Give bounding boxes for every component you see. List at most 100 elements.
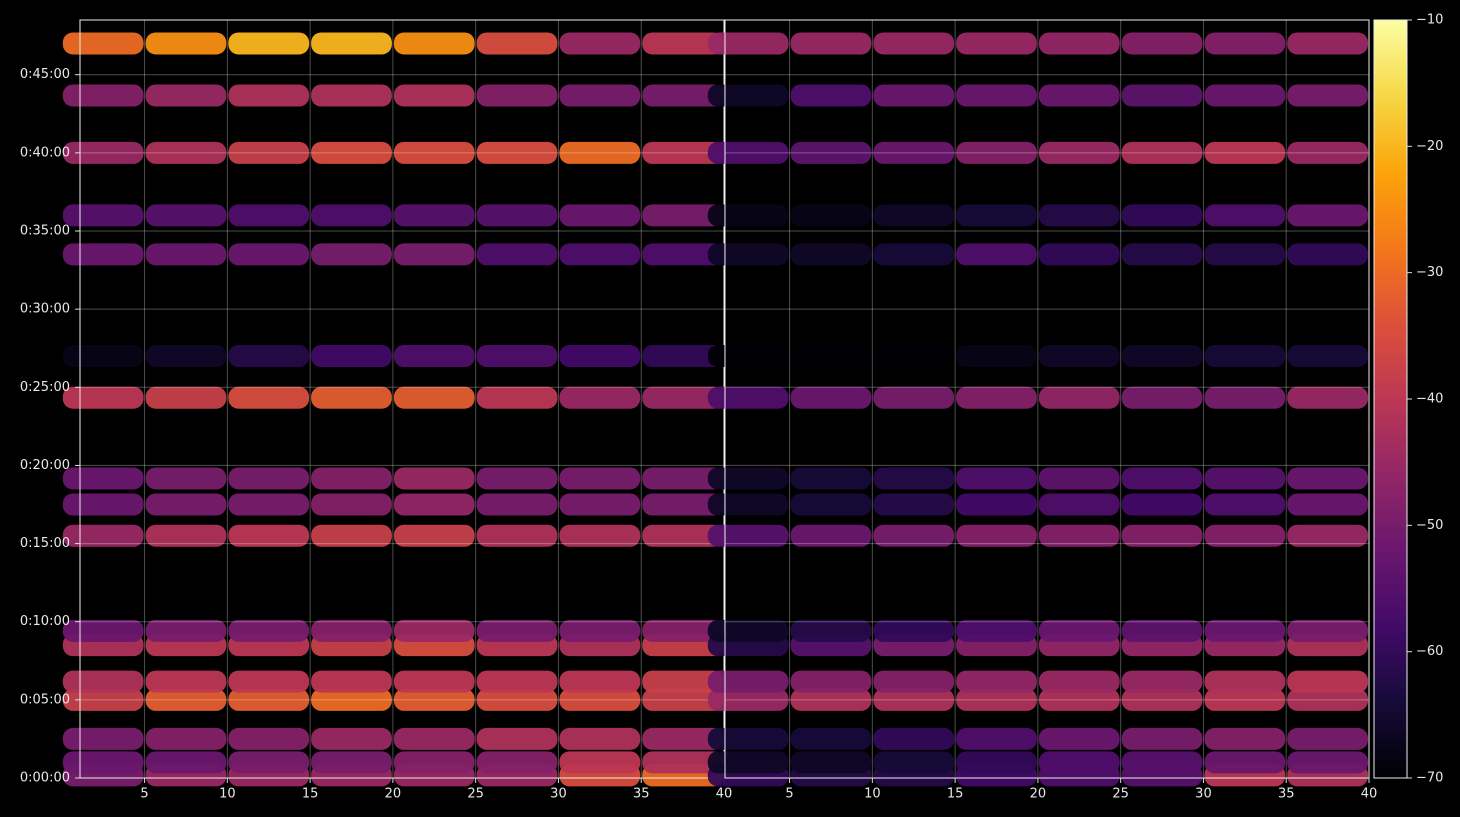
cell: [790, 32, 872, 55]
cell: [311, 493, 392, 516]
cell: [1038, 688, 1120, 711]
cell: [1038, 619, 1120, 642]
cell: [559, 493, 641, 516]
colorbar-tick-label: −60: [1416, 644, 1443, 659]
cell: [790, 204, 872, 227]
cell: [145, 345, 227, 368]
cell: [956, 386, 1037, 409]
cell: [393, 32, 475, 55]
cell: [1121, 727, 1203, 750]
cell: [873, 141, 955, 164]
cell: [956, 493, 1037, 516]
cell: [873, 345, 955, 368]
cell: [311, 345, 392, 368]
cell: [642, 467, 723, 490]
cell: [873, 204, 955, 227]
cell: [228, 32, 310, 55]
x-tick-label: 5: [140, 787, 148, 802]
cell: [228, 751, 310, 774]
cell: [956, 345, 1037, 368]
y-tick-label: 0:20:00: [20, 458, 70, 473]
cell: [1204, 84, 1286, 107]
cell: [1204, 619, 1286, 642]
cell: [62, 32, 144, 55]
cell: [1287, 493, 1368, 516]
cell: [311, 386, 392, 409]
cell: [642, 345, 723, 368]
cell: [1121, 467, 1203, 490]
cell: [642, 493, 723, 516]
x-tick-label: 20: [1030, 787, 1047, 802]
cell: [393, 345, 475, 368]
cell: [559, 688, 641, 711]
cell: [393, 727, 475, 750]
cell: [311, 727, 392, 750]
cell: [311, 688, 392, 711]
cell: [228, 688, 310, 711]
cell: [1287, 32, 1368, 55]
x-tick-label: 30: [550, 787, 567, 802]
cell: [642, 386, 723, 409]
colorbar-tick-label: −40: [1416, 392, 1443, 407]
cell: [145, 32, 227, 55]
cell: [1038, 141, 1120, 164]
cell: [790, 345, 872, 368]
cell: [1287, 84, 1368, 107]
cell: [642, 688, 723, 711]
cell: [393, 493, 475, 516]
cell: [956, 32, 1037, 55]
cell: [956, 688, 1037, 711]
cell: [476, 619, 558, 642]
cell: [707, 32, 789, 55]
cell: [956, 619, 1037, 642]
cell: [642, 727, 723, 750]
cell: [1121, 204, 1203, 227]
y-tick-label: 0:35:00: [20, 223, 70, 238]
cell: [1121, 688, 1203, 711]
cell: [559, 524, 641, 547]
cell: [642, 32, 723, 55]
cell: [1287, 727, 1368, 750]
cell: [1121, 386, 1203, 409]
cell: [228, 243, 310, 266]
cell: [790, 141, 872, 164]
colorbar-tick-label: −10: [1416, 13, 1443, 28]
cell: [476, 32, 558, 55]
cell: [393, 141, 475, 164]
cell: [476, 141, 558, 164]
cell: [559, 345, 641, 368]
cell: [1121, 670, 1203, 693]
cell: [311, 619, 392, 642]
cell: [228, 619, 310, 642]
cell: [476, 345, 558, 368]
cell: [228, 204, 310, 227]
cell: [707, 141, 789, 164]
y-tick-label: 0:00:00: [20, 771, 70, 786]
cell: [476, 204, 558, 227]
cell: [956, 84, 1037, 107]
cell: [393, 84, 475, 107]
cell: [145, 524, 227, 547]
y-tick-label: 0:05:00: [20, 692, 70, 707]
cell: [1204, 670, 1286, 693]
cell: [873, 619, 955, 642]
cell: [1204, 243, 1286, 266]
cell: [476, 670, 558, 693]
y-tick-label: 0:30:00: [20, 302, 70, 317]
cell: [145, 204, 227, 227]
cell: [1287, 751, 1368, 774]
x-tick-label: 25: [1112, 787, 1129, 802]
cell: [476, 467, 558, 490]
cell: [62, 345, 144, 368]
cell: [1121, 32, 1203, 55]
cell: [228, 345, 310, 368]
cell: [476, 84, 558, 107]
cell: [145, 751, 227, 774]
cell: [1038, 670, 1120, 693]
cell: [1038, 204, 1120, 227]
cell: [145, 141, 227, 164]
cell: [62, 727, 144, 750]
cell: [1038, 345, 1120, 368]
cell: [393, 751, 475, 774]
panel-frame: [724, 19, 1370, 779]
